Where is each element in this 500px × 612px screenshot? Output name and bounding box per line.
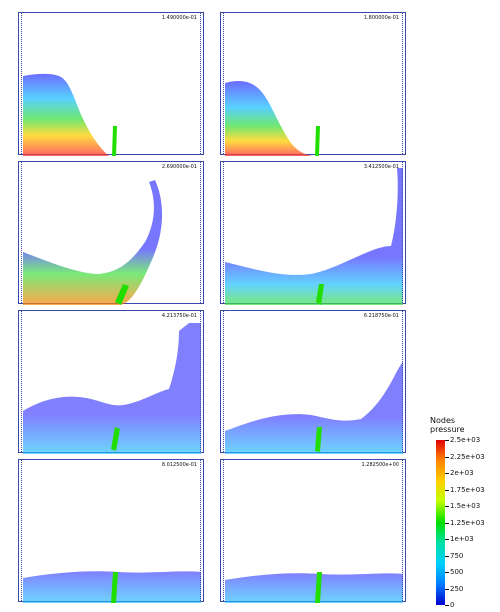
legend-tick: 250 xyxy=(444,584,464,593)
panel-4: 3.412500e-01 xyxy=(220,161,406,305)
panel-3: 2.690000e-01 xyxy=(18,161,204,305)
legend-tick: 2e+03 xyxy=(445,469,474,477)
legend-tick: 1.25e+03 xyxy=(445,518,485,527)
water-body xyxy=(23,180,163,305)
gate xyxy=(315,427,322,452)
panel-1: 1.490000e-01 xyxy=(18,12,204,156)
pressure-legend: Nodes pressure 2.5e+03 2.25e+03 2e+03 1.… xyxy=(430,416,500,610)
panel-6: 6.218750e-01 xyxy=(220,310,406,454)
particle-field xyxy=(225,168,403,305)
gate xyxy=(111,572,118,603)
gate xyxy=(315,572,322,603)
panel-2: 1.800000e-01 xyxy=(220,12,406,156)
legend-tick: 0 xyxy=(444,601,455,609)
panel-7: 8.012500e-01 xyxy=(18,459,204,603)
particle-field xyxy=(23,323,201,454)
gate xyxy=(316,284,324,305)
particle-field xyxy=(225,572,403,603)
water-body xyxy=(225,573,403,603)
particle-field xyxy=(225,81,320,156)
water-body xyxy=(225,168,403,305)
time-label: 1.490000e-01 xyxy=(161,15,197,21)
particle-field xyxy=(23,180,163,305)
time-label: 1.800000e-01 xyxy=(363,15,399,21)
particle-field xyxy=(23,571,201,603)
panel-5: 4.213750e-01 xyxy=(18,310,204,454)
particle-field xyxy=(23,73,117,156)
water-body xyxy=(225,81,313,156)
time-label: 2.690000e-01 xyxy=(161,164,197,170)
particle-field xyxy=(225,361,403,454)
time-label: 4.213750e-01 xyxy=(161,313,197,319)
legend-title: Nodes pressure xyxy=(430,416,465,434)
legend-colorbar xyxy=(436,440,445,605)
gate xyxy=(315,126,320,156)
gate xyxy=(111,427,120,451)
panel-8: 1.282500e+00 xyxy=(220,459,406,603)
legend-tick: 1e+03 xyxy=(445,535,474,543)
time-label: 1.282500e+00 xyxy=(361,462,400,468)
time-label: 3.412500e-01 xyxy=(363,164,399,170)
gate xyxy=(112,126,117,156)
water-body xyxy=(23,323,201,454)
time-label: 6.218750e-01 xyxy=(363,313,399,319)
legend-tick: 750 xyxy=(444,551,464,560)
water-body xyxy=(225,361,403,454)
legend-tick: 1.75e+03 xyxy=(445,485,485,494)
legend-tick: 2.5e+03 xyxy=(444,436,481,444)
time-label: 8.012500e-01 xyxy=(161,462,197,468)
legend-tick: 1.5e+03 xyxy=(444,502,481,510)
water-body xyxy=(23,571,201,603)
legend-tick: 500 xyxy=(444,568,464,576)
water-body xyxy=(23,73,109,156)
gate xyxy=(115,284,129,305)
legend-tick: 2.25e+03 xyxy=(445,452,485,461)
